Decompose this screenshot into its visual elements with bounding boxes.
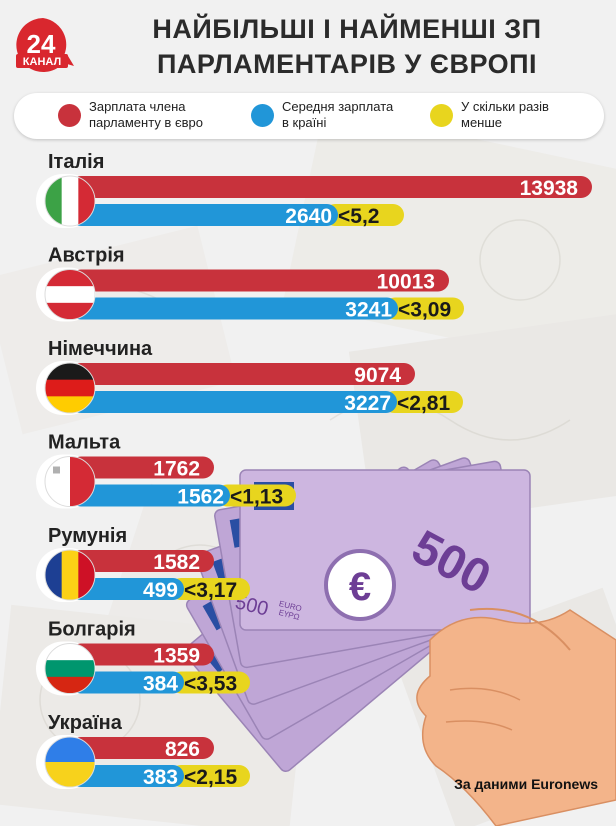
mp-salary-bar [70, 643, 214, 666]
mp-salary-value: 13938 [520, 177, 579, 200]
mp-salary-bar [70, 176, 592, 198]
legend-swatch-yellow [430, 103, 453, 127]
euro-symbol: € [349, 565, 371, 609]
mp-salary-value: 1762 [153, 458, 200, 481]
ratio-value: <5,2 [338, 205, 379, 228]
legend-label: Середня зарплата в країні [282, 99, 394, 130]
avg-salary-bar [70, 578, 184, 600]
country-row: Болгарія 1359 <3,53 384 [36, 619, 250, 696]
legend: Зарплата члена парламенту в євро Середня… [14, 93, 604, 139]
country-label: Румунія [48, 525, 127, 547]
ratio-value: <3,53 [184, 673, 237, 696]
mp-salary-bar [70, 550, 214, 572]
mp-salary-bar [70, 269, 449, 292]
mp-salary-bar [70, 456, 214, 479]
channel-24-logo: 24 КАНАЛ [16, 18, 75, 72]
ratio-pill [324, 204, 404, 226]
mp-salary-bar [70, 737, 214, 759]
country-row: Україна 826 <2,15 383 [36, 712, 250, 789]
ratio-value: <3,09 [398, 299, 451, 322]
flag-germany-icon [45, 363, 95, 413]
avg-salary-value: 3227 [344, 392, 391, 415]
flag-romania-icon [45, 550, 95, 600]
ratio-value: <3,17 [184, 579, 237, 602]
avg-salary-value: 1562 [177, 486, 224, 509]
country-label: Австрія [48, 245, 125, 267]
legend-label: У скільки разів менше [461, 99, 549, 130]
mp-salary-value: 1582 [153, 551, 200, 574]
avg-salary-value: 384 [143, 673, 178, 696]
ratio-pill [216, 484, 296, 507]
avg-salary-bar [70, 297, 398, 320]
country-row: Німеччина 9074 <2,81 3227 [36, 338, 463, 415]
avg-salary-value: 2640 [285, 205, 332, 228]
legend-item-avg-salary: Середня зарплата в країні [251, 99, 393, 131]
avg-salary-bar [70, 391, 397, 413]
country-row: Мальта 1762 <1,13 1562 [36, 432, 296, 509]
flag-bulgaria-icon [45, 643, 95, 694]
ratio-pill [384, 297, 464, 320]
country-label: Україна [48, 712, 123, 734]
avg-salary-value: 499 [143, 579, 178, 602]
page-title: НАЙБІЛЬШІ І НАЙМЕНШІ ЗП ПАРЛАМЕНТАРІВ У … [92, 12, 602, 82]
legend-swatch-red [58, 103, 81, 127]
country-label: Італія [48, 151, 104, 173]
country-row: Австрія 10013 <3,09 3241 [36, 245, 464, 322]
avg-salary-value: 383 [143, 766, 178, 789]
mp-salary-value: 1359 [153, 645, 200, 668]
country-label: Німеччина [48, 338, 153, 360]
avg-salary-bar [70, 671, 184, 694]
country-row: Італія 13938 <5,2 2640 [36, 151, 592, 228]
avg-salary-bar [70, 765, 184, 787]
legend-item-ratio: У скільки разів менше [430, 99, 549, 131]
title-line-2: ПАРЛАМЕНТАРІВ У ЄВРОПІ [156, 49, 538, 79]
mp-salary-value: 826 [165, 738, 200, 761]
mp-salary-bar [70, 363, 415, 385]
country-row: Румунія 1582 <3,17 499 [36, 525, 250, 602]
legend-label: Зарплата члена парламенту в євро [89, 99, 203, 130]
avg-salary-bar [70, 484, 230, 507]
hand-illustration [416, 607, 616, 826]
flag-italy-icon [45, 176, 95, 226]
ratio-pill [170, 765, 250, 787]
legend-swatch-blue [251, 103, 274, 127]
country-label: Болгарія [48, 619, 136, 641]
mp-salary-value: 10013 [377, 271, 435, 294]
ratio-value: <1,13 [230, 486, 283, 509]
country-label: Мальта [48, 432, 121, 454]
flag-austria-icon [45, 269, 95, 320]
ratio-value: <2,81 [397, 392, 450, 415]
mp-salary-value: 9074 [354, 364, 401, 387]
ratio-pill [170, 671, 250, 694]
legend-item-mp-salary: Зарплата члена парламенту в євро [58, 99, 203, 131]
source-note: За даними Euronews [454, 776, 598, 792]
ratio-pill [170, 578, 250, 600]
title-line-1: НАЙБІЛЬШІ І НАЙМЕНШІ ЗП [152, 14, 542, 44]
avg-salary-value: 3241 [345, 299, 392, 322]
avg-salary-bar [70, 204, 338, 226]
ratio-pill [383, 391, 463, 413]
ratio-value: <2,15 [184, 766, 237, 789]
logo-word: КАНАЛ [23, 56, 61, 68]
